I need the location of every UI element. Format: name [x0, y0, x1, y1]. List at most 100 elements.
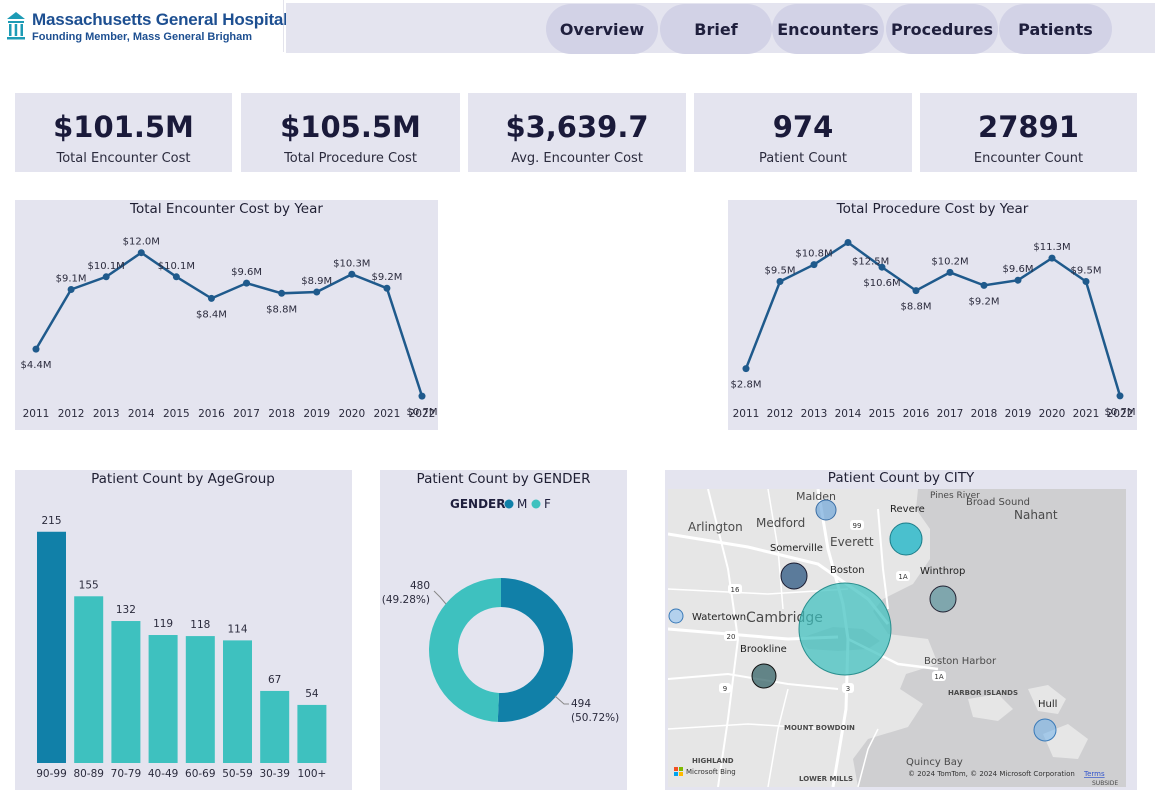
- map-label-lower-mills: LOWER MILLS: [799, 775, 853, 783]
- leader-line: [433, 590, 447, 605]
- data-label: $8.8M: [901, 302, 932, 313]
- data-label: $9.2M: [969, 296, 1000, 307]
- x-tick-label: 2019: [303, 408, 330, 420]
- city-bubble-winthrop[interactable]: [929, 585, 957, 613]
- map-terms-link[interactable]: Terms: [1083, 770, 1105, 778]
- x-tick-label: 2020: [1039, 408, 1066, 420]
- series-line: [744, 240, 1122, 397]
- data-point: [313, 288, 321, 296]
- x-tick-label: 2017: [937, 408, 964, 420]
- donut-slice: [497, 578, 573, 722]
- hospital-name: Massachusetts General Hospital: [32, 10, 288, 29]
- map-label-watertown: Watertown: [692, 612, 746, 623]
- map-label-subside: SUBSIDE: [1092, 780, 1118, 787]
- x-tick-label: 2019: [1005, 408, 1032, 420]
- x-tick-label: 2015: [163, 408, 190, 420]
- data-label: $9.2M: [371, 272, 402, 283]
- map-attribution: © 2024 TomTom, © 2024 Microsoft Corporat…: [908, 770, 1075, 778]
- city-bubble-malden[interactable]: [815, 499, 837, 521]
- data-point: [1048, 254, 1056, 262]
- data-point: [810, 261, 818, 269]
- data-point: [243, 279, 251, 287]
- bing-logo: Microsoft Bing: [674, 767, 736, 776]
- data-point: [207, 294, 215, 302]
- city-bubble-revere[interactable]: [889, 522, 923, 556]
- legend-male-label[interactable]: M: [517, 497, 527, 511]
- map-label-boston: Boston: [830, 565, 865, 576]
- city-map[interactable]: Malden Medford Arlington Everett Somervi…: [668, 489, 1126, 787]
- bar-value-label: 119: [153, 618, 173, 630]
- x-tick-label: 2012: [767, 408, 794, 420]
- bar: [37, 531, 66, 763]
- chart-title: Total Encounter Cost by Year: [129, 201, 323, 217]
- data-point: [912, 287, 920, 295]
- map-label-somerville: Somerville: [770, 543, 823, 554]
- map-label-revere: Revere: [890, 504, 925, 515]
- slice-value-label: 480: [410, 580, 430, 592]
- data-point: [776, 278, 784, 285]
- bar-value-label: 67: [268, 674, 281, 686]
- road: [877, 508, 889, 610]
- data-label: $8.8M: [266, 304, 297, 315]
- data-label: $8.9M: [301, 276, 332, 287]
- x-tick-label: 50-59: [222, 768, 253, 780]
- road-shield-label: 16: [731, 586, 740, 594]
- road-shield: [896, 571, 910, 581]
- x-tick-label: 2013: [801, 408, 828, 420]
- kpi-label: Total Procedure Cost: [284, 151, 417, 166]
- city-bubble-somerville[interactable]: [780, 562, 808, 590]
- bar-value-label: 155: [79, 579, 99, 591]
- map-label-hull: Hull: [1038, 699, 1057, 710]
- kpi-card-patient-count: 974 Patient Count: [694, 93, 912, 172]
- data-point: [844, 239, 852, 246]
- data-label: $4.4M: [21, 360, 52, 371]
- x-tick-label: 80-89: [73, 768, 104, 780]
- data-label: $10.8M: [795, 249, 832, 260]
- bar-value-label: 114: [227, 623, 247, 635]
- age-group-bar-chart: Patient Count by AgeGroup 215 90-99 155 80-…: [36, 471, 327, 780]
- map-canvas: Malden Medford Arlington Everett Somervi…: [668, 489, 1126, 787]
- city-bubble-boston[interactable]: [798, 582, 892, 676]
- x-tick-label: 2017: [233, 408, 260, 420]
- x-tick-label: 30-39: [259, 768, 290, 780]
- nav-encounters-button[interactable]: Encounters: [772, 4, 884, 54]
- map-label-nahant: Nahant: [1014, 508, 1058, 522]
- x-tick-label: 2014: [835, 408, 862, 420]
- chart-title: Total Procedure Cost by Year: [836, 201, 1029, 217]
- x-tick-label: 2018: [971, 408, 998, 420]
- city-bubble-brookline[interactable]: [751, 663, 777, 689]
- data-point: [1116, 392, 1124, 400]
- city-bubble-hull[interactable]: [1033, 718, 1057, 742]
- donut-slice: [428, 578, 501, 722]
- leader-line: [554, 695, 569, 705]
- x-tick-label: 2016: [198, 408, 225, 420]
- x-tick-label: 2015: [869, 408, 896, 420]
- data-point: [878, 263, 886, 271]
- nav-patients-button[interactable]: Patients: [999, 4, 1112, 54]
- x-tick-label: 2011: [23, 408, 50, 420]
- legend-female-label[interactable]: F: [544, 497, 551, 511]
- road-shield-label: 20: [727, 633, 736, 641]
- data-label: $11.3M: [1033, 242, 1070, 253]
- data-point: [383, 284, 391, 292]
- data-point: [137, 249, 145, 257]
- x-tick-label: 2021: [374, 408, 401, 420]
- age-group-chart-panel: Patient Count by AgeGroup 215 90-99 155 80-…: [15, 470, 352, 790]
- city-bubble-watertown[interactable]: [668, 608, 684, 624]
- data-label: $10.1M: [88, 261, 125, 272]
- bar-value-label: 118: [190, 619, 210, 631]
- nav-procedures-button[interactable]: Procedures: [886, 4, 998, 54]
- nav-overview-button[interactable]: Overview: [546, 4, 658, 54]
- x-tick-label: 2011: [733, 408, 760, 420]
- road-shield: [728, 584, 742, 594]
- nav-brief-button[interactable]: Brief: [660, 4, 772, 54]
- road-shield-label: 1A: [898, 573, 907, 581]
- data-point: [102, 273, 110, 281]
- bar-value-label: 132: [116, 604, 136, 616]
- data-point: [980, 281, 988, 289]
- hospital-building-icon: [7, 12, 25, 40]
- encounter-cost-line-chart: Total Encounter Cost by Year $4.4M 2011 $9…: [21, 201, 438, 420]
- road-shield-label: 1A: [934, 673, 943, 681]
- map-label-quincy-bay: Quincy Bay: [906, 757, 963, 768]
- gender-donut-chart: Patient Count by GENDER GENDER M F 494 (5…: [382, 471, 619, 724]
